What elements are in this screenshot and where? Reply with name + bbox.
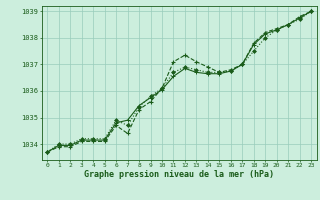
X-axis label: Graphe pression niveau de la mer (hPa): Graphe pression niveau de la mer (hPa) [84, 170, 274, 179]
